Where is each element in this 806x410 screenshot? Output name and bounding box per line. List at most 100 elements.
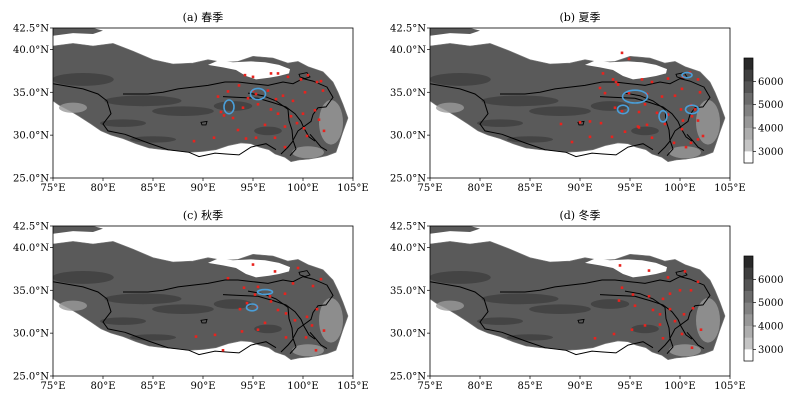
station-marker	[618, 264, 622, 267]
y-tick-label: 30.0°N	[390, 131, 426, 142]
x-tick-label: 105°E	[714, 381, 745, 392]
station-marker	[269, 300, 273, 303]
cluster-ellipse	[621, 89, 649, 104]
station-marker	[680, 127, 684, 131]
station-marker	[668, 292, 672, 296]
station-marker	[637, 110, 641, 114]
station-marker	[684, 145, 688, 149]
station-marker	[598, 86, 602, 90]
station-marker	[658, 323, 662, 326]
station-marker	[663, 122, 667, 126]
station-marker	[668, 307, 672, 311]
station-marker	[689, 288, 693, 292]
panel-title-b: (b) 夏季	[559, 11, 601, 24]
station-marker	[319, 79, 323, 83]
station-marker	[296, 266, 300, 270]
y-tick-label: 35.0°N	[390, 88, 426, 99]
station-marker	[251, 75, 255, 79]
x-tick-label: 85°E	[140, 381, 165, 392]
station-marker	[696, 280, 700, 284]
station-marker	[240, 330, 244, 333]
cluster-ellipse	[658, 109, 668, 123]
cluster-ellipse	[245, 303, 259, 312]
station-marker	[289, 114, 293, 118]
station-marker	[578, 120, 582, 124]
station-marker	[283, 145, 287, 149]
x-tick-label: 105°E	[714, 183, 745, 194]
station-marker	[673, 319, 677, 323]
station-marker	[630, 328, 634, 332]
station-marker	[603, 91, 607, 95]
station-marker	[212, 136, 216, 140]
station-marker	[645, 123, 649, 127]
station-marker	[293, 318, 297, 322]
station-marker	[305, 134, 309, 138]
station-marker	[313, 108, 317, 112]
y-tick-label: 40.0°N	[13, 45, 49, 56]
panel-title-a: (a) 春季	[182, 11, 224, 24]
x-tick-label: 95°E	[617, 381, 642, 392]
y-tick-label: 35.0°N	[13, 286, 49, 297]
station-marker	[269, 108, 273, 111]
x-tick-label: 75°E	[417, 381, 442, 392]
station-marker	[246, 96, 250, 100]
station-marker	[283, 292, 287, 296]
cluster-ellipse	[681, 71, 693, 79]
station-marker	[681, 119, 685, 122]
station-marker	[256, 285, 260, 289]
y-tick-label: 35.0°N	[13, 88, 49, 99]
x-tick-label: 85°E	[517, 183, 542, 194]
station-marker	[614, 80, 618, 84]
y-tick-label: 42.5°N	[390, 222, 426, 233]
station-marker	[610, 135, 614, 139]
x-tick-label: 90°E	[190, 183, 215, 194]
station-marker	[304, 336, 308, 339]
y-tick-label: 25.0°N	[13, 174, 49, 185]
elevation-colorbar: 6000 5000 4000 3000	[743, 255, 783, 362]
station-marker	[221, 348, 225, 352]
station-marker	[666, 113, 670, 116]
x-tick-label: 75°E	[417, 183, 442, 194]
station-marker	[680, 87, 684, 91]
x-tick-label: 80°E	[467, 381, 492, 392]
x-tick-label: 90°E	[567, 381, 592, 392]
station-marker	[244, 137, 248, 140]
station-marker	[696, 138, 700, 141]
station-marker	[306, 73, 310, 77]
panel-title-c: (c) 秋季	[182, 209, 224, 222]
station-marker	[613, 106, 617, 110]
station-marker	[266, 89, 270, 92]
station-marker	[693, 108, 697, 111]
station-marker	[237, 84, 241, 87]
x-tick-label: 105°E	[337, 381, 368, 392]
station-marker	[650, 136, 654, 140]
y-tick-label: 25.0°N	[390, 372, 426, 383]
station-marker	[291, 99, 295, 103]
plateau-terrain	[430, 241, 726, 361]
x-tick-label: 75°E	[40, 381, 65, 392]
station-marker	[691, 306, 695, 310]
y-tick-label: 40.0°N	[390, 243, 426, 254]
station-marker	[319, 277, 323, 281]
y-tick-label: 40.0°N	[13, 243, 49, 254]
station-marker	[283, 125, 287, 128]
x-tick-label: 105°E	[337, 183, 368, 194]
y-tick-label: 42.5°N	[13, 24, 49, 35]
station-marker	[254, 92, 258, 96]
x-tick-label: 100°E	[287, 183, 318, 194]
station-marker	[317, 118, 321, 122]
station-marker	[311, 284, 315, 288]
station-marker	[679, 108, 683, 111]
station-marker	[647, 269, 651, 272]
station-marker	[623, 130, 627, 134]
y-tick-label: 25.0°N	[390, 174, 426, 185]
station-marker	[611, 78, 615, 81]
station-marker	[627, 57, 631, 61]
colorbar-tick-label: 3000	[758, 345, 783, 356]
station-marker	[633, 304, 637, 308]
cluster-ellipse	[684, 104, 700, 115]
y-tick-label: 30.0°N	[13, 329, 49, 340]
station-marker	[256, 102, 260, 106]
